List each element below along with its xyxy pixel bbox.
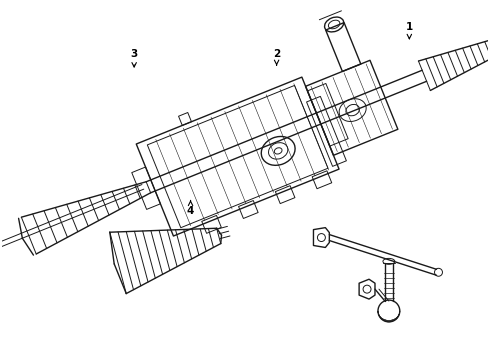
Text: 2: 2 <box>273 49 280 65</box>
Text: 1: 1 <box>406 22 413 39</box>
Text: 4: 4 <box>187 201 194 216</box>
Text: 3: 3 <box>130 49 138 67</box>
